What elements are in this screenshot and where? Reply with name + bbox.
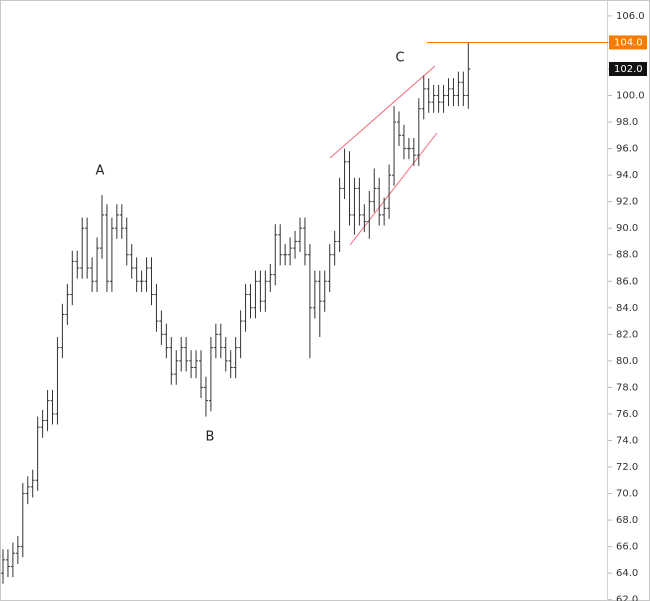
y-tick-label: 88.0 xyxy=(616,250,638,261)
y-tick-label: 80.0 xyxy=(616,356,638,367)
last-price-label: 102.0 xyxy=(614,64,643,75)
y-tick-label: 100.0 xyxy=(616,91,645,102)
wave-label: C xyxy=(395,51,404,66)
level-label: 104.0 xyxy=(614,37,643,48)
y-tick-label: 72.0 xyxy=(616,462,638,473)
y-tick-label: 86.0 xyxy=(616,276,638,287)
y-tick-label: 96.0 xyxy=(616,144,638,155)
y-tick-label: 68.0 xyxy=(616,515,638,526)
wave-label: B xyxy=(206,430,215,445)
y-tick-label: 78.0 xyxy=(616,382,638,393)
wave-label: A xyxy=(96,164,105,179)
y-tick-label: 74.0 xyxy=(616,435,638,446)
y-tick-label: 92.0 xyxy=(616,197,638,208)
y-tick-label: 76.0 xyxy=(616,409,638,420)
y-tick-label: 106.0 xyxy=(616,11,645,22)
last-price-badge xyxy=(609,61,647,76)
y-tick-label: 94.0 xyxy=(616,170,638,181)
y-tick-label: 84.0 xyxy=(616,303,638,314)
y-tick-label: 82.0 xyxy=(616,329,638,340)
y-tick-label: 62.0 xyxy=(616,595,638,601)
y-tick-label: 98.0 xyxy=(616,117,638,128)
y-tick-label: 64.0 xyxy=(616,568,638,579)
y-tick-label: 70.0 xyxy=(616,489,638,500)
channel-upper xyxy=(329,65,436,159)
y-tick-label: 90.0 xyxy=(616,223,638,234)
y-tick-label: 66.0 xyxy=(616,542,638,553)
level-badge xyxy=(609,35,647,50)
